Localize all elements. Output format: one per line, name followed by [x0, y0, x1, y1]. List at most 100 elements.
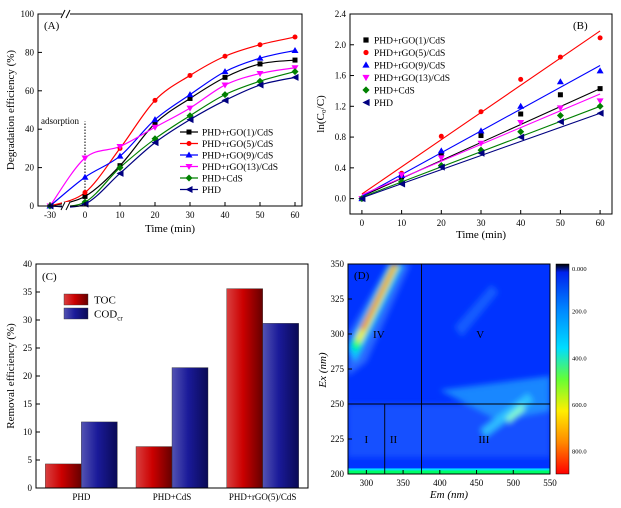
legend-label: PHD+rGO(9)/CdS [202, 151, 273, 162]
data-point [398, 172, 406, 179]
legend-label: PHD+CdS [374, 87, 415, 97]
category-label: PHD+CdS [153, 492, 192, 502]
region-label: III [478, 434, 489, 446]
data-point [517, 133, 525, 141]
legend-label: CODcr [94, 309, 123, 323]
data-point [556, 78, 564, 85]
y-tick-label: 200 [331, 469, 345, 479]
bar [262, 323, 299, 489]
y-tick-label: 35 [23, 287, 33, 297]
colorbar-label: 600.0 [572, 402, 587, 409]
legend-label: PHD+rGO(5)/CdS [374, 48, 445, 59]
colorbar-label: 200.0 [572, 309, 587, 316]
panel-d-xlabel: Em (nm) [429, 489, 469, 501]
x-tick-label: 350 [396, 478, 410, 488]
data-point [518, 76, 524, 82]
legend-label: PHD+rGO(9)/CdS [374, 61, 445, 72]
data-point [152, 120, 158, 126]
data-point [221, 96, 229, 104]
data-point [82, 193, 88, 199]
x-tick-label: 20 [151, 210, 161, 220]
data-point [557, 54, 563, 60]
data-point [437, 163, 445, 171]
panel-d: 300 350 400 450 500 550 200 225 250 275 300 325 350… [317, 259, 587, 501]
y-tick-label: 40 [25, 124, 35, 134]
data-point [292, 57, 298, 63]
x-tick-label: 50 [556, 218, 566, 228]
x-tick-label: 450 [470, 478, 484, 488]
data-point [187, 72, 193, 78]
legend-marker [185, 151, 193, 158]
data-point [478, 133, 484, 139]
legend-label: PHD+CdS [202, 175, 243, 185]
data-point [256, 81, 264, 89]
data-point [257, 61, 263, 67]
y-tick-label: 0 [30, 201, 35, 211]
legend-label: PHD+rGO(1)/CdS [374, 36, 445, 47]
y-tick-label: 10 [23, 427, 33, 437]
data-point [116, 169, 124, 177]
adsorption-annotation: adsorption [41, 116, 79, 126]
y-tick-label: 225 [331, 434, 345, 444]
colorbar [555, 263, 570, 475]
data-point [256, 54, 264, 61]
panel-b: 0 10 20 30 40 50 60 0.00.40.81.21.62.02.4 (B) … [315, 9, 613, 241]
bar [135, 446, 173, 489]
x-tick-label: 40 [221, 210, 231, 220]
series-line [49, 59, 296, 207]
panel-a-label: (A) [44, 20, 60, 32]
colorbar-label: 400.0 [572, 355, 587, 362]
data-point [477, 149, 485, 157]
category-label: PHD+rGO(5)/CdS [229, 492, 297, 502]
data-point [81, 173, 89, 180]
panel-b-ylabel: ln(C₀/C) [315, 95, 327, 133]
y-tick-label: 1.2 [335, 101, 346, 111]
data-point [221, 91, 229, 99]
x-tick-label: 400 [433, 478, 447, 488]
data-point [221, 68, 229, 75]
y-tick-label: 60 [25, 86, 35, 96]
data-point [256, 71, 264, 78]
legend-label: PHD+rGO(13)/CdS [202, 162, 278, 173]
x-tick-label: 30 [186, 210, 196, 220]
legend-marker [186, 129, 192, 135]
y-tick-label: 30 [23, 315, 33, 325]
y-tick-label: 300 [331, 329, 345, 339]
y-tick-label: 20 [25, 163, 35, 173]
data-point [116, 164, 124, 172]
y-tick-label: 2.4 [335, 9, 347, 19]
data-point [518, 111, 524, 117]
y-tick-label: 0.4 [335, 163, 347, 173]
legend-marker [362, 61, 370, 68]
data-point [517, 102, 525, 109]
data-point [291, 73, 299, 81]
data-point [478, 109, 484, 115]
data-point [151, 139, 159, 147]
x-tick-label: 60 [291, 210, 301, 220]
region-label: IV [373, 329, 385, 341]
panel-d-ylabel: Ex (nm) [317, 352, 329, 388]
data-point [517, 119, 525, 126]
data-point [556, 112, 564, 120]
data-point [596, 109, 604, 117]
data-point [152, 97, 158, 103]
legend-marker [363, 49, 369, 56]
data-point [221, 82, 229, 89]
data-point [82, 190, 88, 196]
y-tick-label: 250 [331, 399, 345, 409]
y-tick-label: 100 [21, 9, 35, 19]
data-point [557, 92, 563, 98]
y-tick-label: 1.6 [335, 71, 347, 81]
data-point [257, 42, 263, 48]
legend-marker [185, 164, 193, 170]
legend-label: PHD [202, 186, 221, 196]
legend-swatch [63, 293, 89, 306]
bar [171, 367, 209, 489]
legend-marker [362, 86, 370, 94]
x-tick-label: 10 [116, 210, 126, 220]
panel-a-ylabel: Degradation efficiency (%) [5, 50, 17, 170]
panel-a-xlabel: Time (min) [145, 223, 195, 235]
data-point [116, 143, 124, 150]
data-point [291, 46, 299, 53]
